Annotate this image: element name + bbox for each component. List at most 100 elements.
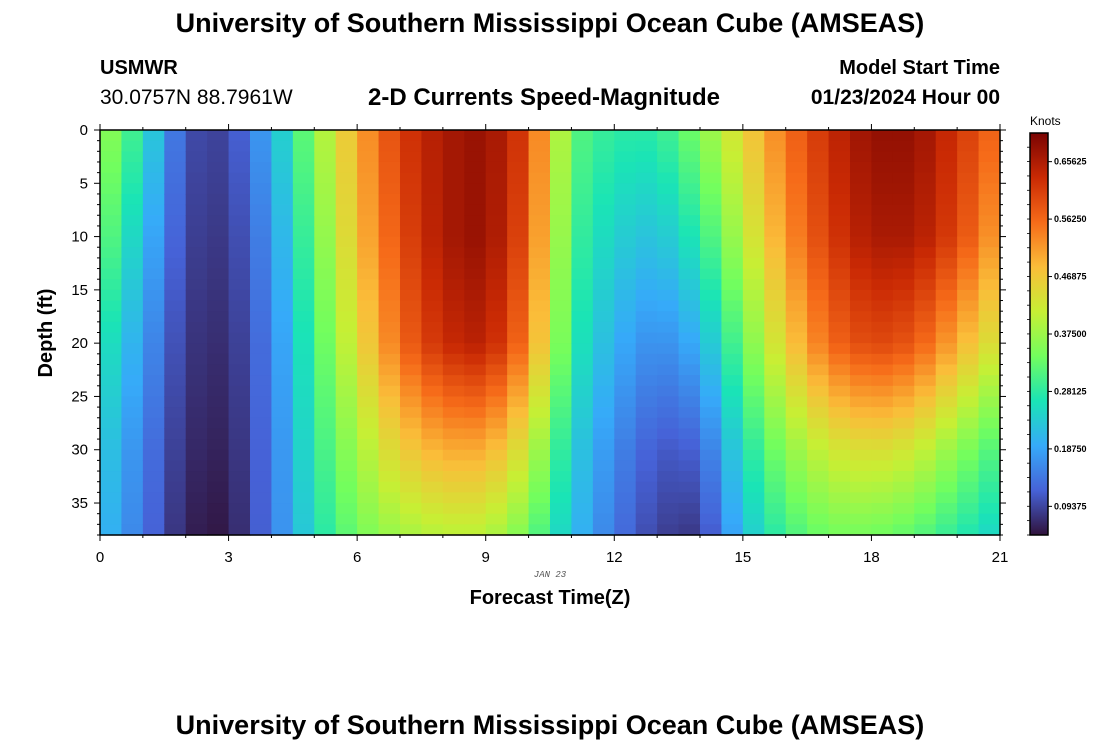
heatmap-cell — [700, 396, 723, 408]
heatmap-cell — [807, 321, 830, 334]
heatmap-cell — [914, 172, 937, 184]
heatmap-cell — [700, 364, 723, 376]
heatmap-cell — [614, 513, 637, 525]
heatmap-cell — [228, 247, 251, 259]
heatmap-cell — [100, 215, 123, 227]
heatmap-cell — [914, 279, 937, 291]
heatmap-cell — [614, 396, 637, 408]
heatmap-cell — [550, 204, 573, 216]
heatmap-cell — [121, 130, 144, 142]
heatmap-cell — [292, 513, 315, 525]
heatmap-cell — [335, 407, 358, 419]
heatmap-cell — [957, 460, 980, 472]
heatmap-cell — [935, 449, 958, 461]
heatmap-cell — [657, 236, 680, 248]
heatmap-cell — [550, 161, 573, 174]
heatmap-cell — [700, 257, 723, 270]
heatmap-cell — [185, 247, 208, 259]
heatmap-cell — [571, 428, 594, 440]
heatmap-cell — [892, 236, 915, 248]
heatmap-cell — [635, 492, 658, 504]
heatmap-cell — [250, 279, 273, 291]
heatmap-cell — [592, 332, 615, 344]
heatmap-cell — [464, 289, 487, 302]
heatmap-cell — [935, 385, 958, 398]
heatmap-cell — [678, 439, 701, 451]
heatmap-cell — [957, 396, 980, 408]
heatmap-cell — [764, 481, 787, 493]
heatmap-cell — [314, 225, 337, 238]
heatmap-cell — [485, 428, 508, 440]
heatmap-cell — [507, 364, 530, 376]
heatmap-cell — [357, 236, 380, 248]
heatmap-cell — [485, 151, 508, 163]
heatmap-cell — [828, 481, 851, 493]
heatmap-cell — [357, 183, 380, 195]
heatmap-cell — [571, 417, 594, 430]
heatmap-cell — [250, 140, 273, 152]
heatmap-cell — [421, 471, 444, 483]
heatmap-cell — [271, 385, 294, 398]
heatmap-cell — [871, 385, 894, 398]
heatmap-cell — [614, 225, 637, 238]
heatmap-cell — [678, 225, 701, 238]
heatmap-cell — [721, 396, 744, 408]
heatmap-cell — [314, 460, 337, 472]
heatmap-cell — [421, 353, 444, 366]
heatmap-cell — [485, 332, 508, 344]
heatmap-cell — [400, 215, 423, 227]
heatmap-cell — [142, 364, 165, 376]
heatmap-cell — [464, 503, 487, 515]
heatmap-cell — [978, 130, 1001, 142]
heatmap-cell — [742, 503, 765, 515]
heatmap-cell — [828, 343, 851, 355]
heatmap-cell — [250, 151, 273, 163]
heatmap-cell — [100, 385, 123, 398]
heatmap-cell — [485, 321, 508, 334]
heatmap-cell — [742, 375, 765, 387]
heatmap-cell — [485, 407, 508, 419]
heatmap-cell — [614, 385, 637, 398]
heatmap-cell — [892, 172, 915, 184]
heatmap-cell — [250, 481, 273, 493]
heatmap-cell — [935, 428, 958, 440]
heatmap-cell — [185, 481, 208, 493]
heatmap-cell — [442, 257, 465, 270]
heatmap-cell — [292, 428, 315, 440]
heatmap-cell — [785, 247, 808, 259]
heatmap-cell — [614, 343, 637, 355]
heatmap-cell — [400, 300, 423, 312]
heatmap-cell — [700, 353, 723, 366]
heatmap-cell — [314, 524, 337, 536]
heatmap-cell — [592, 353, 615, 366]
heatmap-cell — [742, 311, 765, 323]
heatmap-cell — [571, 311, 594, 323]
heatmap-cell — [400, 268, 423, 280]
heatmap-cell — [807, 279, 830, 291]
heatmap-cell — [421, 311, 444, 323]
heatmap-cell — [785, 268, 808, 280]
heatmap-cell — [271, 396, 294, 408]
heatmap-cell — [742, 343, 765, 355]
heatmap-cell — [807, 300, 830, 312]
heatmap-cell — [700, 460, 723, 472]
heatmap-cell — [292, 130, 315, 142]
heatmap-cell — [207, 471, 230, 483]
heatmap-cell — [378, 151, 401, 163]
heatmap-cell — [700, 183, 723, 195]
heatmap-cell — [507, 385, 530, 398]
heatmap-cell — [271, 449, 294, 461]
heatmap-cell — [571, 279, 594, 291]
heatmap-cell — [228, 172, 251, 184]
heatmap-cell — [507, 257, 530, 270]
heatmap-cell — [614, 407, 637, 419]
heatmap-cell — [421, 460, 444, 472]
heatmap-cell — [657, 215, 680, 227]
heatmap-cell — [185, 417, 208, 430]
heatmap-cell — [250, 417, 273, 430]
heatmap-cell — [978, 183, 1001, 195]
heatmap-cell — [871, 492, 894, 504]
heatmap-cell — [228, 321, 251, 334]
heatmap-cell — [507, 503, 530, 515]
heatmap-cell — [678, 364, 701, 376]
